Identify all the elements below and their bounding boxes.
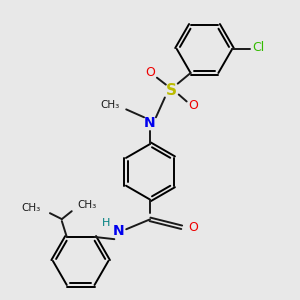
Text: S: S — [166, 83, 177, 98]
Text: CH₃: CH₃ — [100, 100, 119, 110]
Text: N: N — [144, 116, 156, 130]
Text: O: O — [189, 99, 199, 112]
Text: CH₃: CH₃ — [78, 200, 97, 210]
Text: O: O — [189, 221, 199, 234]
Text: N: N — [112, 224, 124, 238]
Text: CH₃: CH₃ — [22, 203, 41, 213]
Text: Cl: Cl — [252, 41, 264, 55]
Text: H: H — [102, 218, 111, 228]
Text: O: O — [145, 66, 155, 79]
